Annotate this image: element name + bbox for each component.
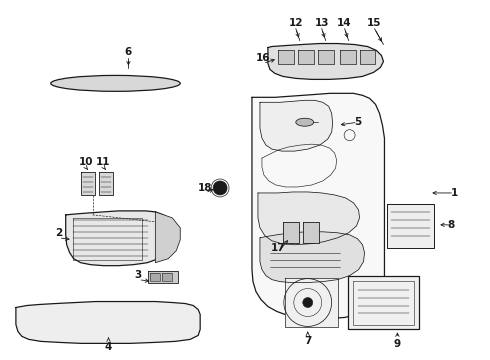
Ellipse shape [296,118,314,126]
Text: 13: 13 [315,18,329,28]
Polygon shape [148,271,178,283]
Polygon shape [81,172,95,195]
Polygon shape [278,50,294,64]
Polygon shape [260,232,365,283]
Text: 4: 4 [105,342,112,352]
Polygon shape [260,100,333,151]
Polygon shape [340,50,356,64]
Polygon shape [347,276,419,329]
Polygon shape [285,278,338,328]
Polygon shape [388,204,434,248]
Text: 1: 1 [451,188,458,198]
Text: 3: 3 [135,270,142,280]
Polygon shape [150,273,160,280]
Polygon shape [303,222,318,243]
Text: 16: 16 [256,54,270,63]
Text: 10: 10 [78,157,93,167]
Polygon shape [258,192,360,245]
Text: 7: 7 [304,336,312,346]
Text: 9: 9 [394,339,401,349]
Polygon shape [162,273,172,280]
Text: 11: 11 [97,157,111,167]
Text: 2: 2 [55,228,62,238]
Polygon shape [360,50,375,64]
Text: 17: 17 [270,243,285,253]
Circle shape [303,298,313,307]
Text: 18: 18 [198,183,212,193]
Polygon shape [16,302,200,343]
Polygon shape [66,211,175,266]
Ellipse shape [51,75,180,91]
Text: 8: 8 [447,220,455,230]
Text: 14: 14 [337,18,352,28]
Polygon shape [98,172,113,195]
Text: 5: 5 [354,117,361,127]
Text: 12: 12 [289,18,303,28]
Text: 15: 15 [367,18,382,28]
Polygon shape [318,50,334,64]
Polygon shape [155,212,180,263]
Text: 6: 6 [125,48,132,58]
Polygon shape [252,93,385,319]
Circle shape [213,181,227,195]
Polygon shape [268,44,384,80]
Polygon shape [298,50,314,64]
Polygon shape [283,222,299,243]
